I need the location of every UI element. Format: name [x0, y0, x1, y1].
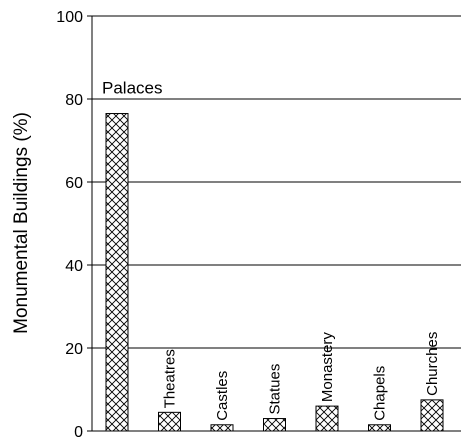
y-axis-title: Monumental Buildings (%): [11, 112, 32, 334]
bar-label-castles: Castles: [214, 371, 231, 421]
bar-label-monastery: Monastery: [319, 332, 336, 403]
bar-labels: Palaces Theatres Castles Statues Monastery Ch…: [102, 79, 441, 421]
y-ticks: 0 20 40 60 80 100: [56, 9, 92, 439]
axes: [91, 16, 461, 432]
bar-label-chapels: Chapels: [372, 366, 389, 421]
y-tick-label: 60: [65, 175, 83, 192]
y-tick-label: 20: [65, 341, 83, 358]
bar-label-theatres: Theatres: [162, 349, 179, 408]
bar-label-churches: Churches: [424, 332, 441, 396]
bar-label-statues: Statues: [267, 364, 284, 415]
bar-monastery: [315, 405, 339, 432]
bar-churches: [420, 399, 444, 432]
y-tick-label: 100: [56, 9, 83, 26]
y-tick-label: 0: [74, 424, 83, 439]
bar-castles: [210, 424, 234, 432]
bar-statues: [263, 418, 286, 432]
bar-chapels: [368, 424, 391, 432]
y-tick-label: 80: [65, 92, 83, 109]
bar-label-palaces: Palaces: [102, 79, 162, 98]
gridlines: [92, 15, 461, 349]
bar-theatres: [158, 411, 181, 432]
bar-palaces: [105, 113, 129, 432]
y-tick-label: 40: [65, 258, 83, 275]
